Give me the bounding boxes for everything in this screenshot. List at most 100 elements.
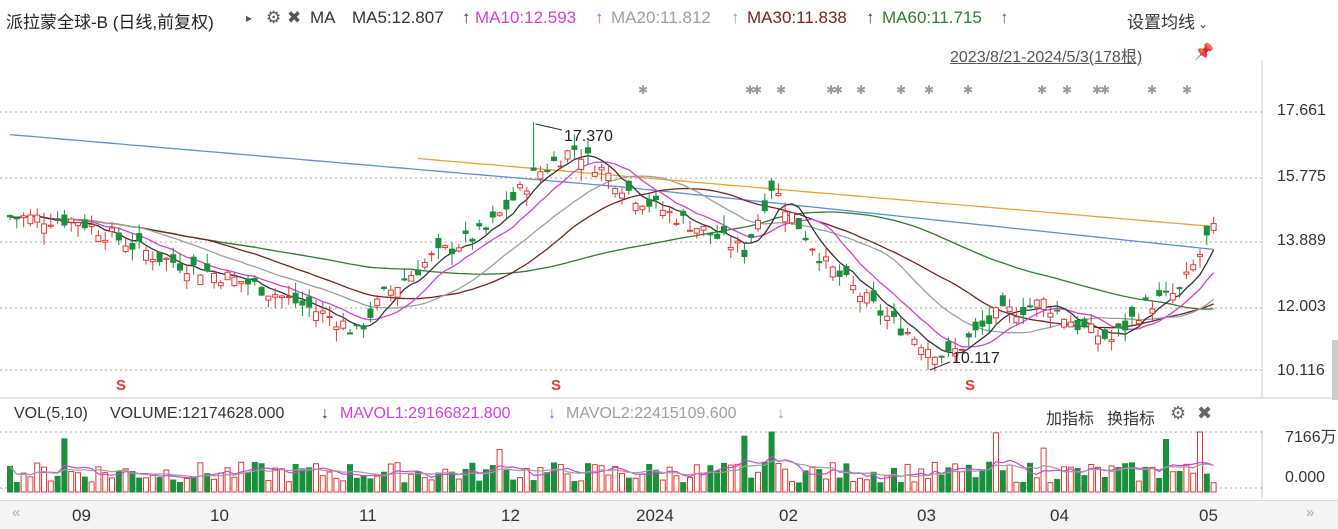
candle — [489, 211, 496, 218]
candle — [938, 355, 945, 358]
scroll-right-icon[interactable]: » — [1306, 504, 1315, 521]
candle — [360, 325, 367, 330]
event-marker-icon: ✱ — [1182, 83, 1192, 97]
add-indicator-button[interactable]: 加指标 — [1046, 411, 1095, 428]
candle — [299, 300, 306, 306]
volume-bar — [299, 468, 306, 493]
volume-bar — [224, 467, 231, 493]
candle — [231, 276, 238, 287]
s-marker: S — [116, 377, 126, 394]
x-tick-label: 02 — [779, 506, 798, 525]
event-marker-icon: ✱ — [856, 83, 866, 97]
volume-bar — [204, 473, 211, 493]
volume-bar — [47, 480, 54, 493]
volume-down-arrow-icon: ↓ — [321, 405, 329, 422]
candle — [598, 166, 605, 171]
candle — [455, 247, 462, 252]
candle — [238, 281, 245, 284]
candle — [272, 294, 279, 298]
close-icon[interactable]: ✖ — [1197, 403, 1213, 423]
candle — [877, 310, 884, 316]
volume-bar — [143, 477, 149, 493]
gear-icon[interactable]: ⚙ — [266, 8, 282, 27]
ma60-line — [9, 211, 1214, 310]
volume-bar — [999, 470, 1006, 493]
event-marker-icon: ✱ — [1147, 83, 1157, 97]
scrollbar-handle[interactable] — [1332, 340, 1338, 400]
candle — [544, 169, 551, 172]
x-tick-label: 04 — [1050, 506, 1069, 525]
volume-bar — [41, 466, 47, 493]
candle — [918, 347, 925, 356]
candle — [829, 266, 836, 278]
candle — [483, 227, 489, 230]
candle — [714, 233, 721, 239]
pin-icon[interactable]: 📌 — [1194, 44, 1214, 61]
close-icon[interactable]: ✖ — [287, 8, 302, 27]
candle — [1169, 292, 1176, 301]
settings-ma-button[interactable]: 设置均线 ⌄ — [1127, 8, 1208, 33]
volume-bar — [374, 475, 381, 493]
volume-bar — [748, 477, 755, 493]
candle — [1067, 321, 1074, 328]
volume-bar — [1027, 462, 1033, 493]
volume-bar — [115, 471, 122, 493]
candle — [707, 233, 714, 236]
ma-long-line — [9, 133, 1214, 251]
volume-bar — [761, 461, 768, 493]
candle — [13, 217, 20, 220]
candle — [1013, 316, 1020, 324]
candle — [999, 295, 1006, 307]
candle — [1095, 335, 1101, 345]
ma30-line — [9, 187, 1214, 329]
chevron-down-icon: ⌄ — [1198, 17, 1209, 31]
candle — [646, 199, 653, 207]
volume-bar — [836, 477, 843, 493]
volume-bar — [517, 477, 523, 493]
x-tick-label: 11 — [359, 506, 377, 525]
candle — [81, 219, 88, 229]
volume-bar — [1020, 481, 1027, 493]
volume-bar — [1067, 466, 1074, 493]
volume-bar — [659, 479, 666, 493]
volume-bar — [462, 468, 469, 493]
low-annotation: 10.117 — [952, 350, 1000, 367]
candle — [673, 222, 680, 225]
volume-bar — [75, 472, 81, 493]
volume-bar — [530, 480, 537, 493]
volume-bar — [986, 461, 993, 493]
candle — [761, 200, 768, 212]
volume-bar — [904, 463, 911, 493]
volume-bar — [605, 474, 612, 493]
candle — [1203, 225, 1210, 236]
volume-bar — [666, 466, 673, 493]
switch-indicator-button[interactable]: 换指标 — [1107, 411, 1156, 428]
volume-bar — [591, 464, 598, 493]
volume-bar — [231, 476, 238, 493]
vol-y-tick-label: 0.000 — [1285, 469, 1326, 486]
candle — [177, 263, 183, 271]
scroll-left-icon[interactable]: « — [12, 504, 21, 521]
expand-arrow-icon[interactable]: ▸ — [246, 11, 253, 25]
candle — [1108, 339, 1115, 342]
candle — [115, 232, 122, 241]
volume-bar — [687, 477, 693, 493]
volume-bar — [802, 470, 809, 493]
chart-title: 派拉蒙全球-B (日线,前复权) — [6, 13, 214, 32]
s-marker: S — [965, 377, 975, 394]
y-tick-label: 13.889 — [1277, 232, 1326, 249]
candle — [75, 222, 81, 227]
mavol2-line — [9, 459, 1214, 478]
gear-icon[interactable]: ⚙ — [1170, 403, 1187, 423]
volume-bar — [211, 478, 217, 493]
volume-bar — [1190, 472, 1197, 493]
x-tick-label: 12 — [501, 506, 520, 525]
date-range[interactable]: 2023/8/21-2024/5/3(178根) — [950, 49, 1143, 66]
volume-bar — [109, 477, 115, 493]
candle — [319, 310, 326, 314]
volume-bar — [163, 469, 170, 493]
candle — [102, 239, 109, 243]
volume-bar — [88, 481, 95, 493]
candle — [1047, 312, 1054, 318]
candle — [27, 214, 34, 225]
